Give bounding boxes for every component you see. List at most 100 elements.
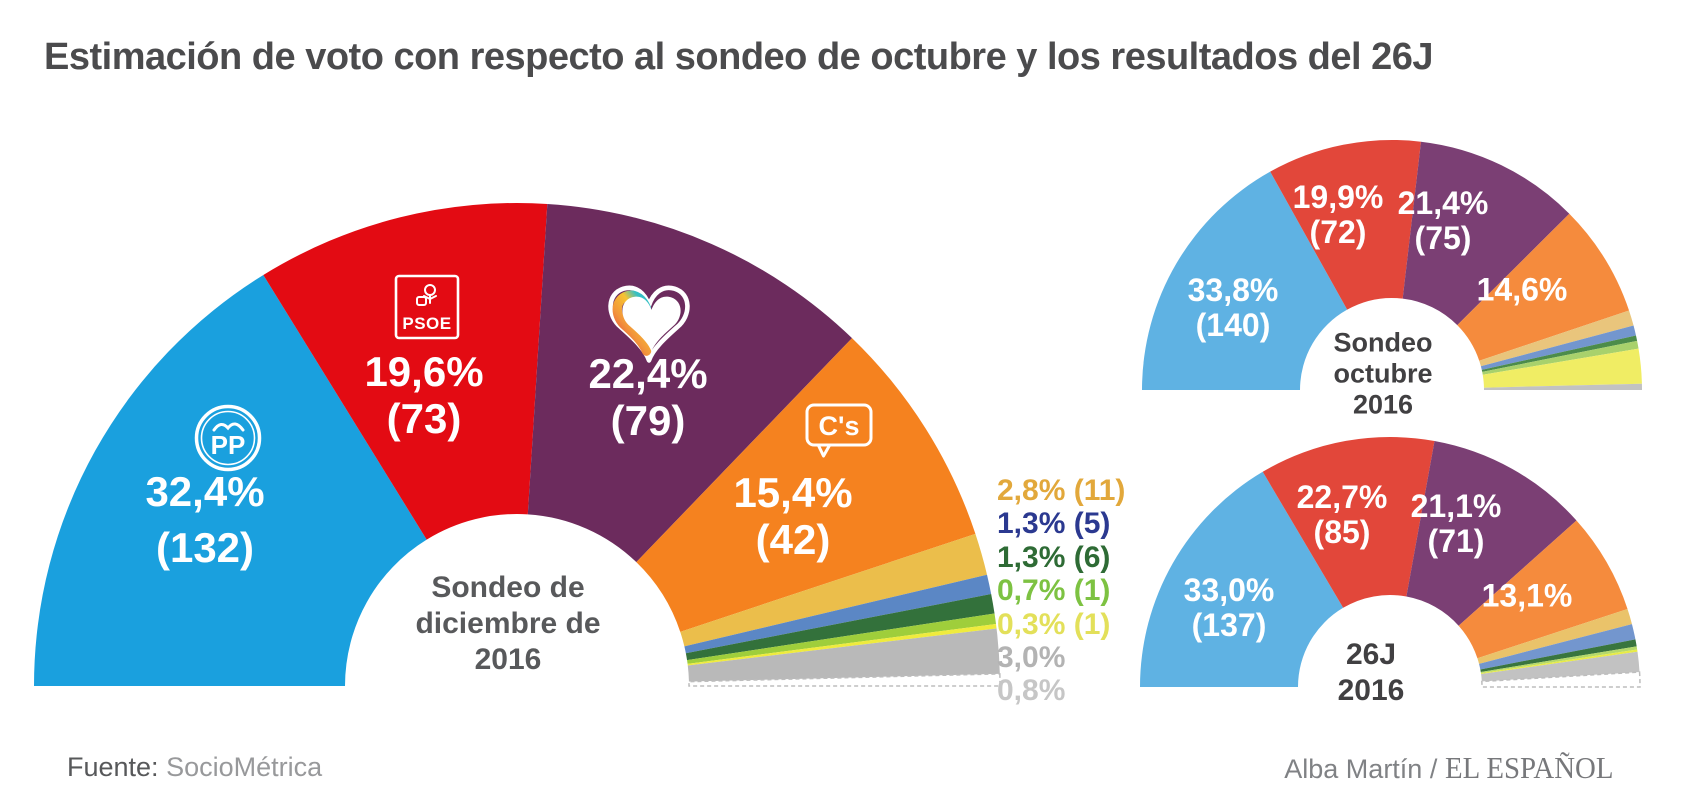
pp-26j-seats: (137) <box>1191 607 1267 643</box>
slice-sondeo-octubre-2016-minor-4 <box>1482 340 1639 375</box>
slice-sondeo-diciembre-2016-minor-3 <box>685 594 995 661</box>
svg-text:PP: PP <box>211 430 246 460</box>
slice-sondeo-octubre-2016-psoe <box>1270 140 1421 310</box>
slice-26j-2016-ciudadanos <box>1458 520 1628 659</box>
psoe-october-percent: 19,9% <box>1292 179 1384 215</box>
ciudadanos-logo-icon: C's <box>805 403 873 458</box>
pp-26j-percent: 33,0% <box>1183 572 1275 608</box>
december-center-line3: 2016 <box>474 643 542 676</box>
label-pp-october: 33,8% (140) <box>1188 273 1279 343</box>
podemos-heart-icon <box>608 285 690 363</box>
legend-item-4: 0,7% (1) <box>997 574 1111 608</box>
slice-sondeo-diciembre-2016-minor-6 <box>687 628 1000 682</box>
podemos-december-percent: 22,4% <box>588 350 708 397</box>
pp-logo-icon: PP <box>194 404 262 472</box>
label-ciudadanos-december: 15,4% (42) <box>733 469 852 563</box>
el-espanol-brand: EL ESPAÑOL <box>1444 750 1614 785</box>
pp-december-percent: 32,4% <box>145 468 265 515</box>
slice-sondeo-diciembre-2016-psoe <box>263 202 548 540</box>
label-podemos-26j: 21,1% (71) <box>1411 489 1502 559</box>
slice-sondeo-diciembre-2016-podemos <box>527 203 853 563</box>
label-psoe-26j: 22,7% (85) <box>1297 480 1388 550</box>
podemos-december-seats: (79) <box>610 397 686 444</box>
psoe-logo-icon: PSOE <box>394 274 460 340</box>
slice-sondeo-diciembre-2016-minor-1 <box>680 533 988 647</box>
label-ciudadanos-october: 14,6% <box>1476 271 1568 308</box>
psoe-december-seats: (73) <box>386 395 462 442</box>
author-name: Alba Martín / <box>1284 754 1445 784</box>
source-credit: Fuente: SocioMétrica <box>67 752 322 783</box>
slice-sondeo-octubre-2016-minor-3 <box>1481 335 1638 372</box>
december-center-line2: diciembre de <box>415 607 601 640</box>
pp-october-seats: (140) <box>1195 307 1271 343</box>
pp-december-seats: (132) <box>155 524 255 571</box>
label-pp-26j: 33,0% (137) <box>1184 573 1275 643</box>
pp-october-percent: 33,8% <box>1187 272 1279 308</box>
podemos-october-percent: 21,4% <box>1397 185 1489 221</box>
psoe-october-seats: (72) <box>1309 214 1367 250</box>
podemos-26j-seats: (71) <box>1427 523 1485 559</box>
slice-sondeo-diciembre-2016-minor-5 <box>687 623 997 666</box>
december-chart-center-label: Sondeo de diciembre de 2016 <box>415 570 600 678</box>
slice-26j-2016-minor-1 <box>1477 609 1632 664</box>
label-psoe-october: 19,9% (72) <box>1293 180 1384 250</box>
slice-sondeo-diciembre-2016-minor-2 <box>684 574 992 654</box>
slice-26j-2016-psoe <box>1262 437 1435 608</box>
26j-center-line2: 2016 <box>1337 674 1405 707</box>
december-center-line1: Sondeo de <box>431 571 585 604</box>
label-pp-december: 32,4% (132) <box>145 464 264 576</box>
slice-26j-2016-podemos <box>1406 441 1577 626</box>
ciudadanos-26j-percent: 13,1% <box>1481 577 1573 614</box>
svg-text:C's: C's <box>819 411 860 441</box>
source-value: SocioMétrica <box>166 752 323 782</box>
october-chart-center-label: Sondeo octubre 2016 <box>1333 328 1432 421</box>
slice-sondeo-octubre-2016-pp <box>1142 171 1348 390</box>
slice-sondeo-octubre-2016-minor-6 <box>1483 383 1642 390</box>
legend-item-3: 1,3% (6) <box>997 540 1111 574</box>
slice-sondeo-diciembre-2016-minor-4 <box>687 613 996 664</box>
psoe-december-percent: 19,6% <box>364 348 484 395</box>
ciudadanos-december-seats: (42) <box>755 516 831 563</box>
legend-item-2: 1,3% (5) <box>997 507 1111 541</box>
slice-sondeo-octubre-2016-ciudadanos <box>1457 213 1630 361</box>
slice-26j-2016-minor-2 <box>1479 624 1636 670</box>
slice-26j-2016-minor-4 <box>1480 646 1638 674</box>
slice-sondeo-octubre-2016-minor-2 <box>1480 325 1636 370</box>
slice-26j-2016-minor-5 <box>1480 649 1638 675</box>
source-label: Fuente: <box>67 752 159 782</box>
legend-item-7: 0,8% <box>997 674 1066 708</box>
26j-chart-center-label: 26J 2016 <box>1338 637 1405 709</box>
label-ciudadanos-26j: 13,1% <box>1481 577 1573 614</box>
label-psoe-december: 19,6% (73) <box>364 348 483 442</box>
legend-item-6: 3,0% <box>997 641 1066 675</box>
legend-item-1: 2,8% (11) <box>997 474 1126 507</box>
psoe-26j-seats: (85) <box>1313 514 1371 550</box>
slice-sondeo-octubre-2016-podemos <box>1402 141 1570 326</box>
slice-sondeo-octubre-2016-minor-1 <box>1479 310 1634 367</box>
october-center-line1: Sondeo <box>1333 327 1433 358</box>
slice-26j-2016-minor-7 <box>1481 671 1641 688</box>
minor-parties-legend: 2,8% (11) 1,3% (5) 1,3% (6) 0,7% (1) 0,3% (1… <box>997 474 1125 708</box>
slice-sondeo-octubre-2016-minor-5 <box>1482 348 1642 388</box>
slice-sondeo-diciembre-2016-minor-7 <box>688 673 1001 687</box>
ciudadanos-december-percent: 15,4% <box>733 469 853 516</box>
slice-sondeo-diciembre-2016-pp <box>34 274 427 686</box>
label-podemos-october: 21,4% (75) <box>1398 186 1489 256</box>
ciudadanos-october-percent: 14,6% <box>1476 271 1568 308</box>
label-podemos-december: 22,4% (79) <box>588 350 707 444</box>
podemos-october-seats: (75) <box>1414 220 1472 256</box>
october-center-line2: octubre <box>1333 358 1433 389</box>
slice-26j-2016-pp <box>1140 471 1344 687</box>
psoe-26j-percent: 22,7% <box>1296 479 1388 515</box>
26j-center-line1: 26J <box>1345 638 1397 671</box>
svg-text:PSOE: PSOE <box>402 314 451 333</box>
podemos-26j-percent: 21,1% <box>1410 488 1502 524</box>
slice-26j-2016-minor-3 <box>1480 639 1637 673</box>
october-center-line3: 2016 <box>1352 389 1414 420</box>
slice-sondeo-diciembre-2016-ciudadanos <box>636 338 976 632</box>
author-credit: Alba Martín / EL ESPAÑOL <box>1284 750 1626 786</box>
page-title: Estimación de voto con respecto al sonde… <box>44 36 1434 78</box>
legend-item-5: 0,3% (1) <box>997 607 1111 641</box>
